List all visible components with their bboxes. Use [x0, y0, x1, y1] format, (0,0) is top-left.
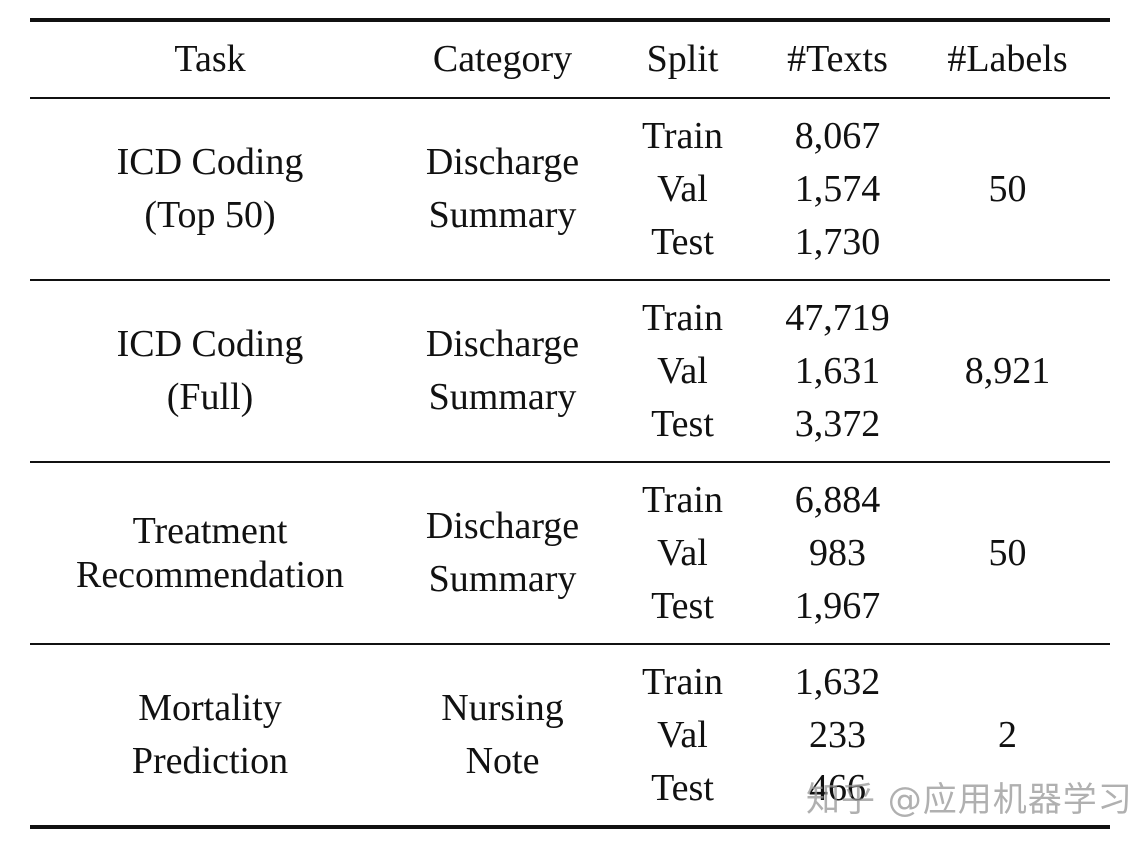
header-category: Category: [432, 38, 573, 80]
top-rule: [30, 18, 1110, 22]
header-labels: #Labels: [947, 38, 1068, 80]
category-cell: Discharge Summary: [425, 505, 580, 600]
watermark-text: 知乎 @应用机器学习: [806, 780, 1133, 820]
task-cell: ICD Coding (Full): [116, 323, 304, 418]
group-rule: [30, 461, 1110, 463]
task-cell: Mortality Prediction: [131, 687, 289, 782]
bottom-rule: [30, 825, 1110, 829]
labels-cell: 2: [998, 713, 1017, 756]
task-cell: ICD Coding (Top 50): [116, 141, 304, 236]
category-cell: Discharge Summary: [425, 323, 580, 418]
header-split: Split: [646, 38, 719, 80]
table-row-group: ICD Coding (Top 50) Discharge Summary Tr…: [30, 99, 1110, 279]
header-rule: [30, 97, 1110, 99]
labels-cell: 50: [988, 531, 1027, 574]
labels-cell: 8,921: [964, 349, 1051, 392]
split-cell: Train Val Test: [642, 478, 723, 627]
header-texts: #Texts: [787, 38, 888, 80]
table-row-group: Mortality Prediction Nursing Note Train …: [30, 645, 1110, 825]
texts-cell: 6,884 983 1,967: [794, 478, 881, 627]
texts-cell: 8,067 1,574 1,730: [794, 114, 881, 263]
texts-cell: 1,632 233 466: [794, 660, 881, 809]
split-cell: Train Val Test: [642, 114, 723, 263]
dataset-statistics-table: Task Category Split #Texts #Labels ICD C…: [30, 18, 1110, 829]
table-row-group: Treatment Recommendation Discharge Summa…: [30, 463, 1110, 643]
header-task: Task: [174, 38, 246, 80]
texts-cell: 47,719 1,631 3,372: [785, 296, 890, 445]
category-cell: Nursing Note: [441, 687, 564, 782]
category-cell: Discharge Summary: [425, 141, 580, 236]
table-row-group: ICD Coding (Full) Discharge Summary Trai…: [30, 281, 1110, 461]
labels-cell: 50: [988, 167, 1027, 210]
group-rule: [30, 279, 1110, 281]
header-row: Task Category Split #Texts #Labels: [30, 22, 1110, 97]
group-rule: [30, 643, 1110, 645]
split-cell: Train Val Test: [642, 660, 723, 809]
split-cell: Train Val Test: [642, 296, 723, 445]
task-cell: Treatment Recommendation: [75, 510, 345, 596]
